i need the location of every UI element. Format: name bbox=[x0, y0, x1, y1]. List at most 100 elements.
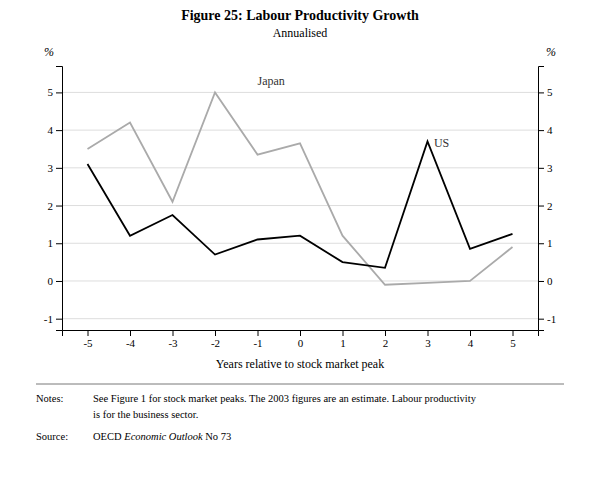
tick: 1 bbox=[48, 237, 63, 249]
tick: 5 bbox=[510, 330, 516, 349]
tick-mark bbox=[513, 330, 514, 336]
tick: 2 bbox=[538, 200, 553, 212]
tick-mark bbox=[300, 330, 301, 336]
tick-label: 5 bbox=[48, 86, 54, 98]
tick-label: -1 bbox=[253, 337, 262, 349]
tick: -4 bbox=[126, 330, 136, 349]
tick-label: 1 bbox=[340, 337, 346, 349]
tick: -2 bbox=[211, 330, 220, 349]
tick-mark bbox=[56, 243, 62, 244]
tick-label: 5 bbox=[510, 337, 516, 349]
tick: 0 bbox=[48, 275, 63, 287]
tick-mark bbox=[538, 168, 544, 169]
y2-axis-label: % bbox=[546, 45, 556, 59]
tick: 5 bbox=[48, 86, 63, 98]
tick-mark bbox=[173, 330, 174, 336]
tick: 3 bbox=[48, 162, 63, 174]
tick-mark bbox=[56, 92, 62, 93]
note: is for the business sector. bbox=[93, 409, 198, 420]
tick-mark bbox=[56, 206, 62, 207]
tick: 1 bbox=[538, 237, 553, 249]
tick-label: 4 bbox=[547, 124, 553, 136]
tick-label: 3 bbox=[547, 162, 553, 174]
tick-mark bbox=[56, 130, 62, 131]
tick-mark bbox=[130, 330, 131, 336]
tick-mark bbox=[538, 281, 544, 282]
annotation: Japan bbox=[258, 74, 285, 88]
tick: -1 bbox=[538, 313, 556, 325]
tick-mark bbox=[538, 206, 544, 207]
title: Figure 25: Labour Productivity Growth bbox=[181, 8, 419, 23]
tick: -1 bbox=[44, 313, 62, 325]
tick-label: -5 bbox=[83, 337, 93, 349]
tick-mark bbox=[538, 243, 544, 244]
subtitle: Annualised bbox=[273, 26, 328, 40]
tick-mark bbox=[343, 330, 344, 336]
y-axis-label: % bbox=[44, 45, 54, 59]
tick-label: 3 bbox=[48, 162, 54, 174]
tick-label: -1 bbox=[547, 313, 556, 325]
tick-label: -4 bbox=[126, 337, 136, 349]
tick-label: 0 bbox=[48, 275, 54, 287]
tick: 3 bbox=[425, 330, 431, 349]
annotation: US bbox=[434, 136, 449, 150]
grid-line bbox=[62, 205, 538, 206]
tick: 1 bbox=[340, 330, 346, 349]
tick: 0 bbox=[298, 330, 304, 349]
tick-mark bbox=[428, 330, 429, 336]
tick-label: 4 bbox=[48, 124, 54, 136]
line bbox=[88, 141, 513, 267]
axis-line bbox=[539, 67, 545, 331]
tick: -5 bbox=[83, 330, 93, 349]
tick-mark bbox=[538, 319, 544, 320]
tick-label: 4 bbox=[468, 337, 474, 349]
tick-mark bbox=[56, 319, 62, 320]
tick: -3 bbox=[168, 330, 178, 349]
tick-label: 2 bbox=[383, 337, 389, 349]
note: See Figure 1 for stock market peaks. The… bbox=[93, 393, 477, 404]
tick-label: 2 bbox=[48, 200, 54, 212]
tick-label: 5 bbox=[547, 86, 553, 98]
tick-label: 1 bbox=[48, 237, 54, 249]
chart: Figure 25: Labour Productivity Growth Ann… bbox=[0, 0, 600, 491]
grid-line bbox=[62, 243, 538, 244]
source-label: Source: bbox=[36, 431, 68, 442]
source-part: Economic Outlook bbox=[123, 431, 203, 442]
tick-mark bbox=[88, 330, 89, 336]
tick-label: -2 bbox=[211, 337, 220, 349]
tick: -1 bbox=[253, 330, 262, 349]
y2-axis: -1 0 1 2 3 4 5 bbox=[538, 67, 556, 331]
tick-label: 0 bbox=[547, 275, 553, 287]
grid-line bbox=[62, 318, 538, 319]
tick: 2 bbox=[48, 200, 63, 212]
tick: 4 bbox=[48, 124, 63, 136]
tick: 3 bbox=[538, 162, 553, 174]
tick: 4 bbox=[538, 124, 553, 136]
axis-line bbox=[63, 331, 539, 337]
y-axis: -1 0 1 2 3 4 5 bbox=[44, 67, 63, 331]
tick-label: -1 bbox=[44, 313, 53, 325]
notes-label: Notes: bbox=[36, 393, 63, 404]
tick: 0 bbox=[538, 275, 553, 287]
tick-mark bbox=[56, 168, 62, 169]
x-axis-label: Years relative to stock market peak bbox=[216, 357, 384, 371]
tick-mark bbox=[538, 92, 544, 93]
marks bbox=[88, 92, 513, 284]
line bbox=[88, 92, 513, 284]
separator bbox=[36, 384, 564, 385]
tick-label: 1 bbox=[547, 237, 553, 249]
tick-label: 2 bbox=[547, 200, 553, 212]
source: OECD Economic Outlook No 73 bbox=[93, 431, 231, 442]
axis-line bbox=[56, 67, 63, 331]
grid bbox=[62, 92, 538, 318]
tick: 4 bbox=[468, 330, 474, 349]
source-part: OECD bbox=[93, 431, 124, 442]
tick: 5 bbox=[538, 86, 553, 98]
plot: -5 -4 -3 -2 -1 0 1 2 3 4 5 -1 0 1 2 3 4 5 -1 0 1 2 3 4 5 Years re… bbox=[44, 45, 556, 371]
x-axis: -5 -4 -3 -2 -1 0 1 2 3 4 5 bbox=[63, 330, 539, 349]
tick: 2 bbox=[383, 330, 389, 349]
tick-label: 0 bbox=[298, 337, 304, 349]
tick-label: -3 bbox=[168, 337, 178, 349]
grid-line bbox=[62, 167, 538, 168]
tick-mark bbox=[385, 330, 386, 336]
